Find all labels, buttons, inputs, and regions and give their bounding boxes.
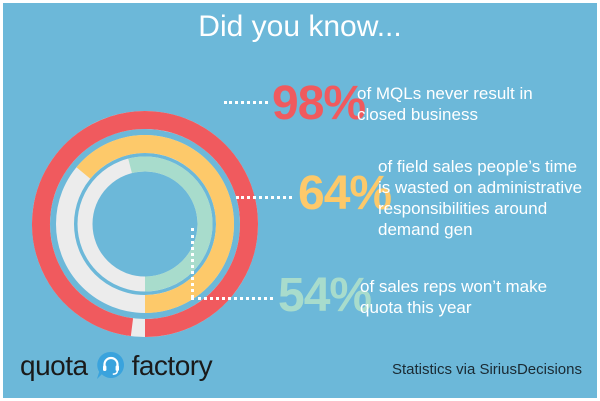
ring-bar-1 <box>76 135 234 313</box>
leader-line-1 <box>236 196 292 199</box>
stat-0-percentage: 98% <box>272 77 366 130</box>
leader-line-0 <box>224 101 268 104</box>
stat-2-description: of sales reps won’t make quota this year <box>360 277 548 317</box>
stat-1-percentage: 64% <box>298 167 392 220</box>
leader-line-2-vertical <box>191 228 194 298</box>
logo-word-factory: factory <box>131 350 213 381</box>
stat-2-percentage: 54% <box>278 269 372 322</box>
quotafactory-logo: quota factory <box>20 347 213 385</box>
infographic-title: Did you know... <box>198 10 402 43</box>
logo-word-quota: quota <box>20 350 88 381</box>
stat-0-description: of MQLs never result in closed business <box>357 84 533 124</box>
headset-speech-bubble-icon <box>96 351 124 379</box>
source-credit: Statistics via SiriusDecisions <box>391 361 582 378</box>
ring-bar-0 <box>32 111 258 337</box>
ring-bar-2 <box>128 156 213 292</box>
stat-1-description: of field sales people’s time is wasted o… <box>378 157 583 239</box>
leader-line-2-horizontal <box>191 297 273 300</box>
